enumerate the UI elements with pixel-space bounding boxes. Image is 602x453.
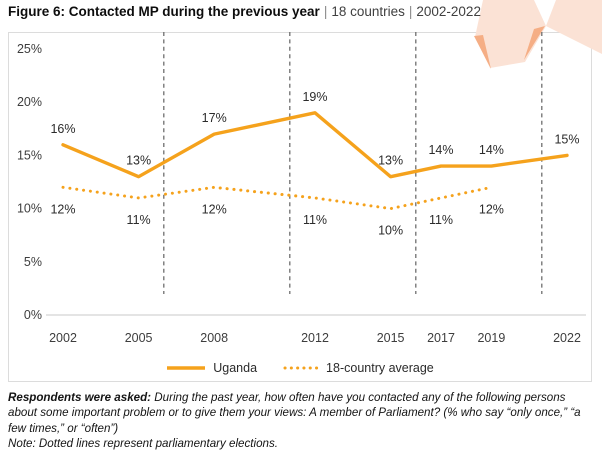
y-tick-label: 25% bbox=[17, 42, 42, 56]
elections-note: Note: Dotted lines represent parliamenta… bbox=[8, 437, 279, 451]
y-tick-label: 5% bbox=[24, 255, 42, 269]
title-separator: | bbox=[408, 4, 413, 19]
data-point-label: 16% bbox=[50, 122, 75, 136]
survey-question-text: During the past year, how often have you… bbox=[8, 391, 581, 435]
chart-area: 0% 5% 10% 15% 20% 25% 2002 2005 2008 2012 2015 2017… bbox=[8, 32, 592, 382]
legend-item-average: 18-country average bbox=[283, 361, 434, 375]
y-tick-label: 20% bbox=[17, 95, 42, 109]
data-point-label: 12% bbox=[479, 202, 504, 216]
data-point-label: 13% bbox=[378, 154, 403, 168]
x-tick-label: 2005 bbox=[125, 331, 153, 345]
line-chart: 0% 5% 10% 15% 20% 25% 2002 2005 2008 2012 2015 2017… bbox=[17, 32, 586, 345]
survey-question: Respondents were asked: During the past … bbox=[8, 390, 597, 436]
data-point-label: 11% bbox=[127, 213, 151, 227]
data-point-label: 10% bbox=[378, 224, 403, 238]
data-point-label: 17% bbox=[202, 111, 227, 125]
figure-title-main: Figure 6: Contacted MP during the previo… bbox=[8, 4, 320, 19]
figure-title-period: 2002-2022 bbox=[416, 4, 481, 19]
chart-frame bbox=[8, 32, 592, 382]
data-point-label: 19% bbox=[302, 90, 327, 104]
legend-label: Uganda bbox=[213, 361, 258, 375]
dotted-line-swatch bbox=[283, 366, 319, 370]
series-line-solid bbox=[61, 111, 569, 179]
legend-item-uganda: Uganda bbox=[166, 361, 257, 375]
x-tick-label: 2019 bbox=[477, 331, 505, 345]
legend-label: 18-country average bbox=[326, 361, 434, 375]
x-tick-label: 2022 bbox=[553, 331, 581, 345]
y-tick-label: 0% bbox=[24, 308, 42, 322]
x-tick-label: 2002 bbox=[49, 331, 77, 345]
survey-question-label: Respondents were asked: bbox=[8, 391, 152, 404]
data-point-label: 12% bbox=[202, 202, 227, 216]
data-point-label: 13% bbox=[126, 154, 151, 168]
title-separator: | bbox=[323, 4, 328, 19]
data-point-label: 11% bbox=[429, 213, 453, 227]
figure-footnote: Respondents were asked: During the past … bbox=[8, 390, 597, 452]
x-tick-label: 2015 bbox=[377, 331, 405, 345]
figure-title: Figure 6: Contacted MP during the previo… bbox=[8, 4, 600, 19]
data-point-label: 14% bbox=[428, 143, 453, 157]
y-tick-label: 15% bbox=[17, 148, 42, 162]
solid-line-swatch bbox=[167, 366, 206, 370]
data-point-label: 15% bbox=[554, 132, 579, 146]
x-tick-label: 2012 bbox=[301, 331, 329, 345]
data-point-label: 14% bbox=[479, 143, 504, 157]
y-tick-label: 10% bbox=[17, 202, 42, 216]
series-line-dotted bbox=[61, 185, 493, 211]
x-tick-label: 2017 bbox=[427, 331, 455, 345]
legend: Uganda 18-country average bbox=[8, 361, 592, 375]
data-point-label: 12% bbox=[50, 202, 75, 216]
figure-title-countries: 18 countries bbox=[331, 4, 405, 19]
data-point-label: 11% bbox=[303, 213, 327, 227]
x-tick-label: 2008 bbox=[200, 331, 228, 345]
